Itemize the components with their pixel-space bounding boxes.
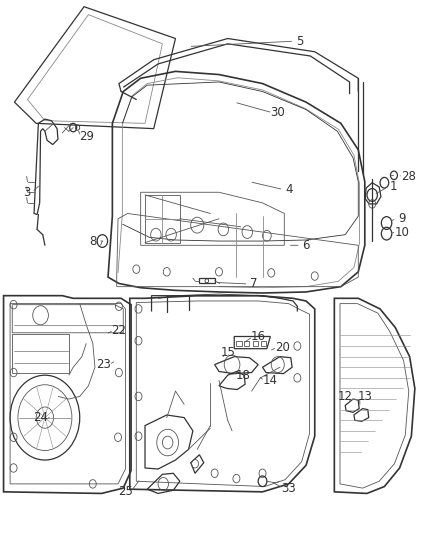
- Text: 18: 18: [236, 369, 251, 382]
- Text: 10: 10: [394, 225, 409, 239]
- Text: 24: 24: [33, 411, 48, 424]
- Text: 7: 7: [250, 278, 258, 290]
- Text: 12: 12: [338, 390, 353, 403]
- Text: 3: 3: [23, 186, 30, 199]
- Bar: [261, 341, 266, 346]
- Text: 5: 5: [296, 35, 303, 47]
- Text: 4: 4: [285, 183, 293, 196]
- Text: 33: 33: [281, 482, 296, 495]
- Text: 20: 20: [275, 341, 290, 353]
- Bar: [253, 341, 258, 346]
- Text: 30: 30: [270, 106, 285, 119]
- Text: 29: 29: [79, 130, 94, 143]
- Text: 9: 9: [398, 212, 406, 225]
- Bar: [244, 341, 249, 346]
- Text: 6: 6: [302, 239, 310, 252]
- Text: 1: 1: [389, 181, 397, 193]
- Text: 23: 23: [96, 358, 111, 371]
- Text: 13: 13: [357, 390, 372, 403]
- Text: 25: 25: [118, 486, 133, 498]
- Text: 14: 14: [262, 374, 277, 387]
- Text: 22: 22: [111, 324, 127, 337]
- Bar: [237, 341, 242, 346]
- Text: 15: 15: [220, 346, 235, 359]
- Text: 28: 28: [401, 170, 416, 183]
- Text: 8: 8: [89, 235, 96, 247]
- Text: 16: 16: [251, 330, 266, 343]
